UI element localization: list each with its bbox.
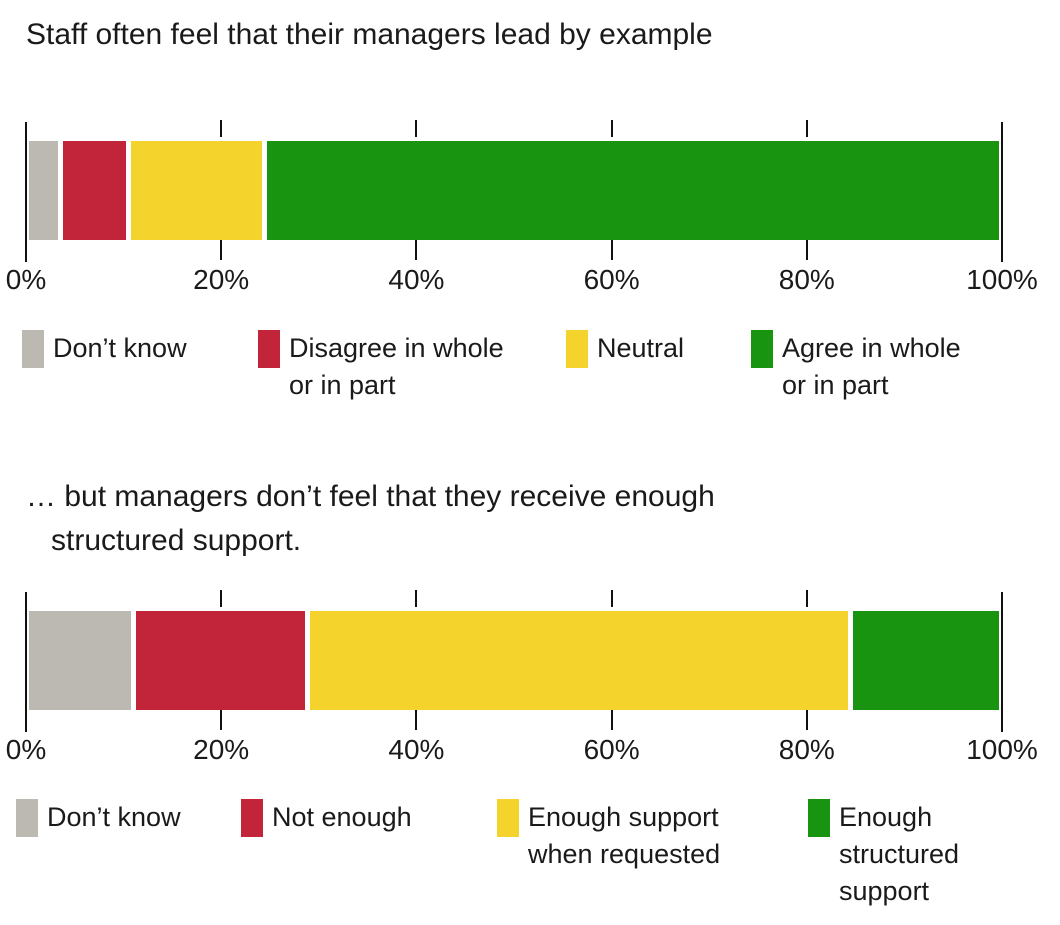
legend-label-line: when requested bbox=[528, 839, 721, 869]
bar-segment-neutral bbox=[130, 141, 267, 240]
chart-title-line: … but managers don’t feel that they rece… bbox=[26, 480, 715, 513]
legend-item-agree-in-whole-or-in-part: Agree in whole or in part bbox=[751, 330, 961, 404]
legend-label-line: Not enough bbox=[272, 802, 412, 832]
axis-tick bbox=[610, 590, 613, 607]
axis-tick bbox=[220, 710, 223, 730]
axis-tick bbox=[805, 590, 808, 607]
legend-swatch bbox=[16, 799, 38, 837]
legend-label: Not enough bbox=[272, 799, 412, 836]
x-axis-label: 20% bbox=[193, 734, 250, 765]
legend-label: Agree in whole or in part bbox=[782, 330, 961, 404]
axis-tick bbox=[1001, 592, 1003, 732]
x-axis-label: 40% bbox=[388, 734, 445, 765]
stacked-bar-plot bbox=[25, 590, 1003, 732]
bar-segment-enough-support-when-requested bbox=[310, 611, 854, 710]
bar-segment-disagree-in-whole-or-in-part bbox=[62, 141, 131, 240]
legend-item-enough-structured-support: Enough structured support bbox=[808, 799, 959, 910]
x-axis-label: 100% bbox=[966, 264, 1038, 295]
legend-item-not-enough: Not enough bbox=[241, 799, 412, 837]
axis-tick bbox=[220, 240, 223, 260]
axis-tick bbox=[415, 120, 418, 137]
axis-tick bbox=[220, 120, 223, 137]
x-axis-labels: 0% 20% 40% 60% 80% 100% bbox=[6, 264, 1038, 302]
bar-segment-not-enough bbox=[135, 611, 311, 710]
legend-label: Enough structured support bbox=[839, 799, 959, 910]
axis-tick bbox=[415, 590, 418, 607]
chart-title-line: structured support. bbox=[51, 524, 302, 557]
legend-swatch bbox=[751, 330, 773, 368]
chart-title: Staff often feel that their managers lea… bbox=[26, 13, 713, 57]
chart-title: … but managers don’t feel that they rece… bbox=[26, 475, 715, 563]
legend-item-enough-support-when-requested: Enough support when requested bbox=[497, 799, 720, 873]
legend-label-line: structured bbox=[839, 839, 960, 869]
x-axis-label: 80% bbox=[778, 264, 835, 295]
bar-segment-don-t-know bbox=[29, 141, 63, 240]
legend-label: Neutral bbox=[597, 330, 684, 367]
legend-label-line: Don’t know bbox=[47, 802, 181, 832]
legend-swatch bbox=[241, 799, 263, 837]
legend-swatch bbox=[497, 799, 519, 837]
axis-tick bbox=[610, 710, 613, 730]
legend-label-line: Don’t know bbox=[53, 333, 187, 363]
axis-tick bbox=[1001, 122, 1003, 262]
x-axis-label: 0% bbox=[5, 734, 47, 765]
legend-label-line: Agree in whole bbox=[782, 333, 961, 363]
legend-label-line: Neutral bbox=[597, 333, 685, 363]
legend-item-disagree-in-whole-or-in-part: Disagree in whole or in part bbox=[258, 330, 504, 404]
legend-label: Disagree in whole or in part bbox=[289, 330, 504, 404]
axis-tick bbox=[25, 122, 27, 262]
axis-tick bbox=[415, 240, 418, 260]
axis-tick bbox=[610, 120, 613, 137]
x-axis-label: 60% bbox=[583, 264, 640, 295]
legend-label-line: support bbox=[839, 876, 930, 906]
legend-label-line: or in part bbox=[289, 370, 396, 400]
chart-title-line: Staff often feel that their managers lea… bbox=[26, 18, 713, 51]
x-axis-label: 80% bbox=[778, 734, 835, 765]
legend-label-line: Enough support bbox=[528, 802, 719, 832]
axis-tick bbox=[805, 120, 808, 137]
chart-managers-structured-support: … but managers don’t feel that they rece… bbox=[0, 462, 1060, 925]
stacked-bar bbox=[29, 141, 999, 240]
legend-swatch bbox=[566, 330, 588, 368]
legend: Don’t know Not enough Enough support when r… bbox=[0, 799, 1060, 921]
axis-tick bbox=[220, 590, 223, 607]
axis-tick bbox=[610, 240, 613, 260]
legend-swatch bbox=[258, 330, 280, 368]
legend-label: Don’t know bbox=[53, 330, 187, 367]
axis-tick bbox=[25, 592, 27, 732]
axis-tick bbox=[805, 240, 808, 260]
legend-item-neutral: Neutral bbox=[566, 330, 684, 368]
legend-label-line: or in part bbox=[782, 370, 889, 400]
legend: Don’t know Disagree in whole or in part Neu… bbox=[0, 330, 1060, 452]
stacked-bar-plot bbox=[25, 120, 1003, 262]
x-axis-label: 60% bbox=[583, 734, 640, 765]
x-axis-label: 40% bbox=[388, 264, 445, 295]
legend-swatch bbox=[22, 330, 44, 368]
x-axis-labels: 0% 20% 40% 60% 80% 100% bbox=[6, 734, 1038, 772]
legend-label-line: Enough bbox=[839, 802, 933, 832]
chart-staff-lead-by-example: Staff often feel that their managers lea… bbox=[0, 0, 1060, 462]
stacked-bar bbox=[29, 611, 999, 710]
legend-item-don-t-know: Don’t know bbox=[22, 330, 187, 368]
legend-swatch bbox=[808, 799, 830, 837]
axis-tick bbox=[415, 710, 418, 730]
legend-label: Don’t know bbox=[47, 799, 181, 836]
legend-label-line: Disagree in whole bbox=[289, 333, 504, 363]
bar-segment-agree-in-whole-or-in-part bbox=[266, 141, 999, 240]
x-axis-label: 20% bbox=[193, 264, 250, 295]
bar-segment-don-t-know bbox=[29, 611, 136, 710]
x-axis-label: 0% bbox=[5, 264, 47, 295]
axis-tick bbox=[805, 710, 808, 730]
legend-label: Enough support when requested bbox=[528, 799, 720, 873]
legend-item-don-t-know: Don’t know bbox=[16, 799, 181, 837]
x-axis-label: 100% bbox=[966, 734, 1038, 765]
bar-segment-enough-structured-support bbox=[853, 611, 999, 710]
